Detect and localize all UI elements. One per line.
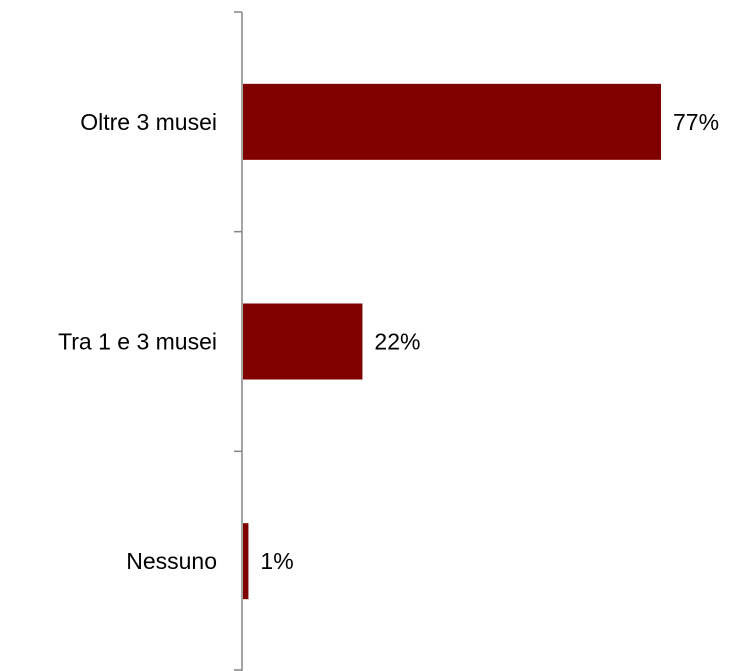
bars-group xyxy=(243,83,661,600)
category-label-0: Oltre 3 musei xyxy=(80,109,217,135)
value-label-2: 1% xyxy=(260,548,293,574)
bar-0 xyxy=(243,83,661,160)
value-label-0: 77% xyxy=(673,109,719,135)
category-axis xyxy=(234,11,243,671)
bar-2 xyxy=(243,523,249,600)
category-label-1: Tra 1 e 3 musei xyxy=(58,329,217,355)
bar-1 xyxy=(243,303,363,380)
value-labels: 77% 22% 1% xyxy=(260,109,719,574)
category-label-2: Nessuno xyxy=(126,548,217,574)
category-labels: Oltre 3 musei Tra 1 e 3 musei Nessuno xyxy=(58,109,217,574)
value-label-1: 22% xyxy=(374,329,420,355)
